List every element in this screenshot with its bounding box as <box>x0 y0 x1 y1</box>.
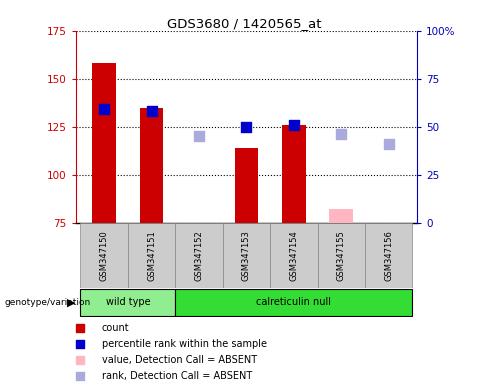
Text: value, Detection Call = ABSENT: value, Detection Call = ABSENT <box>102 355 257 365</box>
FancyBboxPatch shape <box>81 223 128 288</box>
Point <box>76 372 83 379</box>
Point <box>337 131 345 137</box>
FancyBboxPatch shape <box>175 223 223 288</box>
FancyBboxPatch shape <box>270 223 318 288</box>
Bar <box>282 125 306 223</box>
Text: wild type: wild type <box>105 297 150 308</box>
Text: calreticulin null: calreticulin null <box>256 297 331 308</box>
Bar <box>235 148 258 223</box>
Bar <box>92 63 116 223</box>
Point <box>76 341 83 347</box>
Bar <box>140 108 163 223</box>
Bar <box>329 209 353 223</box>
FancyBboxPatch shape <box>128 223 175 288</box>
FancyBboxPatch shape <box>318 223 365 288</box>
Text: genotype/variation: genotype/variation <box>5 298 91 307</box>
Text: GSM347150: GSM347150 <box>100 230 109 281</box>
Text: GSM347156: GSM347156 <box>384 230 393 281</box>
FancyBboxPatch shape <box>223 223 270 288</box>
FancyBboxPatch shape <box>175 289 412 316</box>
Text: rank, Detection Call = ABSENT: rank, Detection Call = ABSENT <box>102 371 252 381</box>
Point <box>243 124 250 130</box>
Point <box>195 133 203 139</box>
Point <box>385 141 393 147</box>
Point <box>100 106 108 113</box>
Text: percentile rank within the sample: percentile rank within the sample <box>102 339 266 349</box>
Text: count: count <box>102 323 129 333</box>
Text: GSM347151: GSM347151 <box>147 230 156 281</box>
Text: GSM347152: GSM347152 <box>195 230 203 281</box>
Point <box>76 357 83 363</box>
Text: GSM347154: GSM347154 <box>289 230 298 281</box>
Text: GSM347153: GSM347153 <box>242 230 251 281</box>
FancyBboxPatch shape <box>365 223 412 288</box>
Text: ▶: ▶ <box>67 297 76 308</box>
Point <box>290 122 298 128</box>
Point <box>76 325 83 331</box>
Text: GSM347155: GSM347155 <box>337 230 346 281</box>
FancyBboxPatch shape <box>81 289 175 316</box>
Point <box>148 108 156 114</box>
Text: GDS3680 / 1420565_at: GDS3680 / 1420565_at <box>167 17 321 30</box>
